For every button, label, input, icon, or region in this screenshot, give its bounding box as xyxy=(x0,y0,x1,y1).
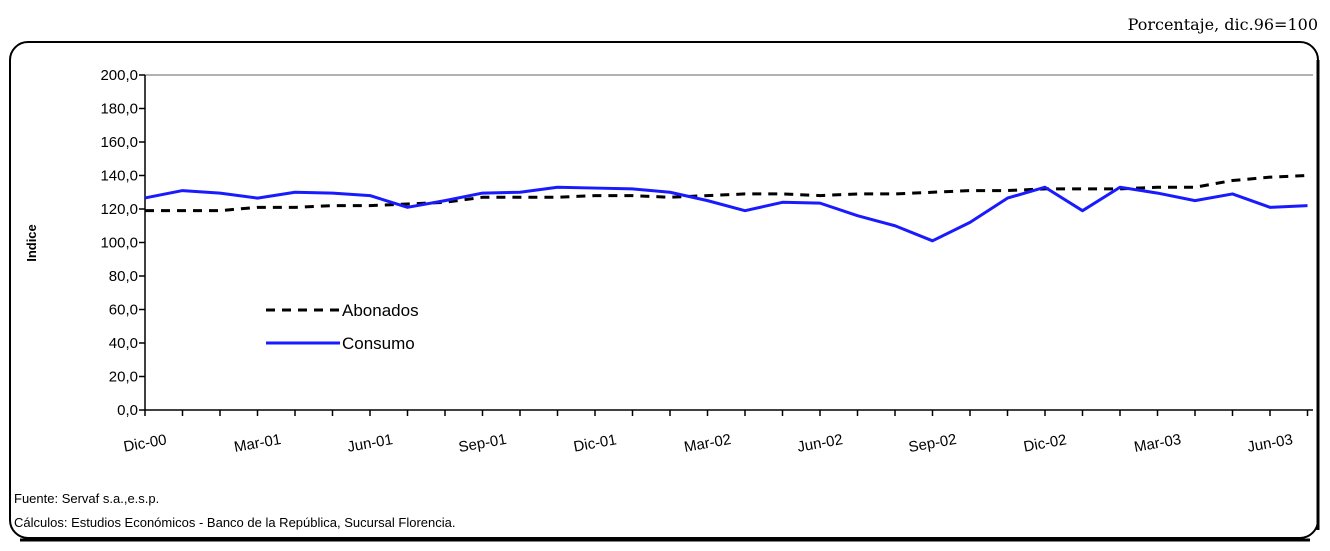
y-axis-label: Indice xyxy=(24,224,39,262)
x-tick-label: Dic-00 xyxy=(122,431,168,455)
source-note: Fuente: Servaf s.a.,e.s.p. xyxy=(14,491,159,506)
y-tick-label: 140,0 xyxy=(100,168,138,185)
legend-label: Consumo xyxy=(342,334,415,353)
x-tick-label: Jun-03 xyxy=(1246,431,1294,456)
x-tick-label: Mar-02 xyxy=(683,431,733,456)
x-tick-label: Sep-02 xyxy=(907,431,958,456)
legend-label: Abonados xyxy=(342,301,419,320)
y-tick-label: 160,0 xyxy=(100,134,138,151)
y-tick-label: 180,0 xyxy=(100,101,138,118)
x-tick-label: Dic-01 xyxy=(572,431,618,455)
data-line xyxy=(144,185,1308,243)
y-tick-label: 0,0 xyxy=(117,402,138,419)
x-tick-label: Jun-01 xyxy=(346,431,394,456)
y-tick-label: 200,0 xyxy=(100,67,138,84)
x-tick-label: Dic-02 xyxy=(1022,431,1068,455)
y-tick-label: 120,0 xyxy=(100,201,138,218)
y-tick-label: 100,0 xyxy=(100,235,138,252)
x-tick-label: Jun-02 xyxy=(796,431,844,456)
source-note: Cálculos: Estudios Económicos - Banco de… xyxy=(14,515,456,530)
x-tick-label: Mar-03 xyxy=(1133,431,1183,456)
chart-frame xyxy=(9,41,1319,539)
x-tick-label: Sep-01 xyxy=(457,431,508,456)
y-tick-label: 80,0 xyxy=(109,268,138,285)
y-tick-label: 60,0 xyxy=(109,302,138,319)
y-tick-label: 20,0 xyxy=(109,369,138,386)
x-tick-label: Mar-01 xyxy=(233,431,283,456)
y-tick-label: 40,0 xyxy=(109,335,138,352)
data-line xyxy=(145,174,1308,213)
chart-subtitle: Porcentaje, dic.96=100 xyxy=(1128,15,1318,34)
